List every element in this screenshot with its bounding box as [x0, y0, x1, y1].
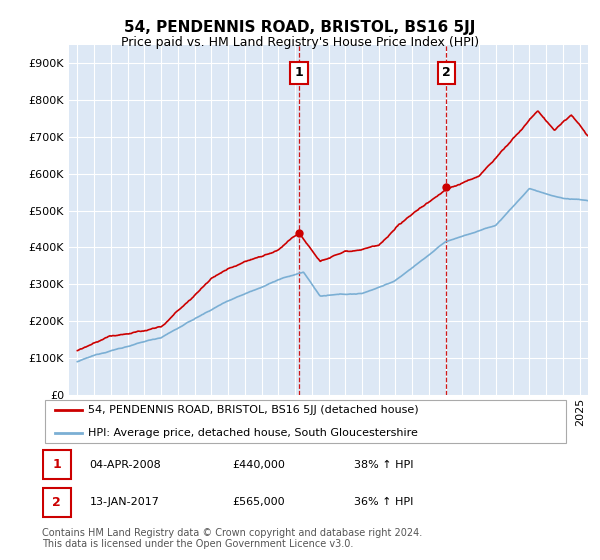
Text: 1: 1 [295, 66, 304, 80]
Text: HPI: Average price, detached house, South Gloucestershire: HPI: Average price, detached house, Sout… [88, 428, 418, 438]
Text: £440,000: £440,000 [232, 460, 285, 470]
FancyBboxPatch shape [43, 488, 71, 517]
Text: £565,000: £565,000 [232, 497, 285, 507]
Text: 54, PENDENNIS ROAD, BRISTOL, BS16 5JJ (detached house): 54, PENDENNIS ROAD, BRISTOL, BS16 5JJ (d… [88, 405, 419, 416]
FancyBboxPatch shape [43, 450, 71, 479]
Text: Price paid vs. HM Land Registry's House Price Index (HPI): Price paid vs. HM Land Registry's House … [121, 36, 479, 49]
Text: Contains HM Land Registry data © Crown copyright and database right 2024.
This d: Contains HM Land Registry data © Crown c… [42, 528, 422, 549]
Text: 2: 2 [52, 496, 61, 509]
Text: 54, PENDENNIS ROAD, BRISTOL, BS16 5JJ: 54, PENDENNIS ROAD, BRISTOL, BS16 5JJ [124, 20, 476, 35]
Text: 2: 2 [442, 66, 451, 80]
FancyBboxPatch shape [44, 399, 566, 444]
Text: 13-JAN-2017: 13-JAN-2017 [89, 497, 160, 507]
Text: 36% ↑ HPI: 36% ↑ HPI [353, 497, 413, 507]
Text: 38% ↑ HPI: 38% ↑ HPI [353, 460, 413, 470]
Text: 04-APR-2008: 04-APR-2008 [89, 460, 161, 470]
Text: 1: 1 [52, 458, 61, 471]
